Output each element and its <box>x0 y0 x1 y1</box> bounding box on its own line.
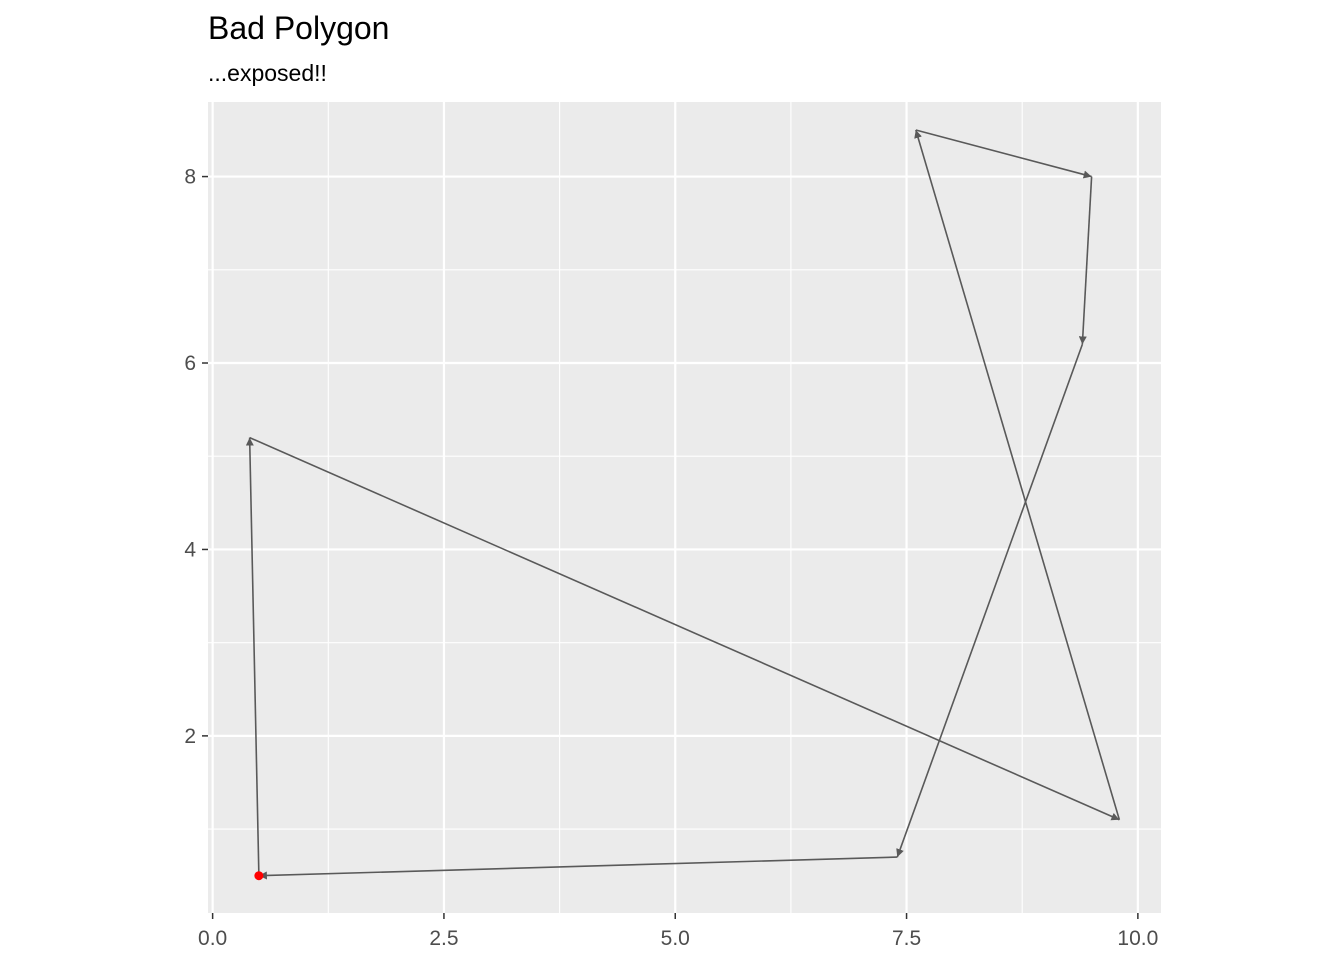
start-point-layer <box>254 871 264 881</box>
polygon-path <box>245 129 1121 880</box>
path-segment-2 <box>914 129 1121 821</box>
path-segment-6 <box>258 856 898 880</box>
major-gridlines <box>208 102 1161 913</box>
x-tick-label-1: 2.5 <box>429 927 458 950</box>
x-tick-label-0: 0.0 <box>198 927 227 950</box>
path-segment-5 <box>896 344 1084 858</box>
axis-ticks <box>202 175 1139 919</box>
start-point <box>254 871 264 881</box>
chart-subtitle: ...exposed!! <box>208 60 327 86</box>
x-tick-label-3: 7.5 <box>892 927 921 950</box>
path-segment-0 <box>245 437 260 876</box>
x-tick-label-2: 5.0 <box>661 927 690 950</box>
y-tick-label-2: 6 <box>184 352 196 375</box>
y-tick-label-1: 4 <box>184 538 196 561</box>
x-tick-label-4: 10.0 <box>1117 927 1158 950</box>
path-segment-1 <box>249 436 1120 821</box>
y-tick-label-3: 8 <box>184 166 196 189</box>
tick-labels: 0.0 2.5 5.0 7.5 10.0 2 4 6 8 <box>184 166 1158 950</box>
plot-panel <box>208 102 1161 913</box>
y-tick-label-0: 2 <box>184 725 196 748</box>
chart-title: Bad Polygon <box>208 10 390 46</box>
path-segment-3 <box>915 129 1092 179</box>
path-segment-4 <box>1078 176 1093 345</box>
